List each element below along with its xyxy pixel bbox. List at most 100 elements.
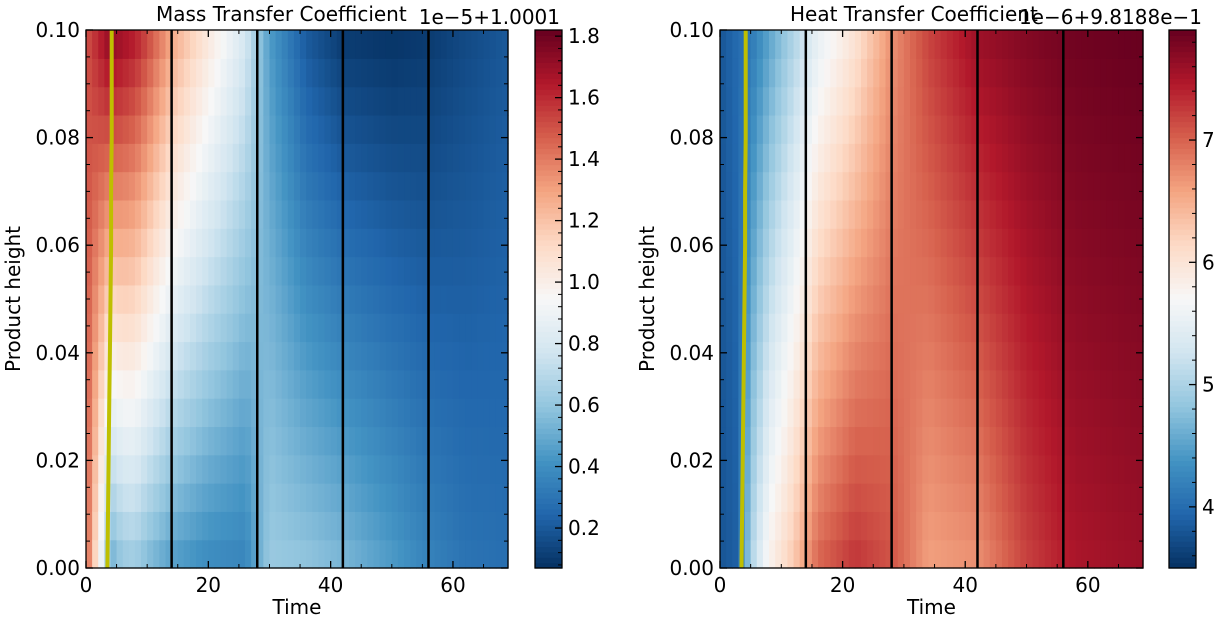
heatmap-cell: [928, 398, 936, 428]
heatmap-cell: [959, 143, 966, 173]
heatmap-cell: [367, 398, 375, 428]
heatmap-cell: [404, 426, 411, 456]
heatmap-cell: [141, 30, 148, 59]
heatmap-cell: [1051, 199, 1058, 229]
heatmap-cell: [1112, 398, 1120, 428]
heatmap-cell: [897, 58, 905, 88]
heatmap-cell: [220, 454, 228, 484]
heatmap-cell: [446, 199, 454, 229]
heatmap-cell: [824, 454, 831, 484]
heatmap-cell: [1063, 114, 1071, 144]
heatmap-cell: [1020, 313, 1028, 343]
heatmap-cell: [732, 30, 739, 59]
heatmap-cell: [355, 143, 362, 173]
heatmap-cell: [471, 256, 479, 286]
heatmap-cell: [781, 454, 789, 484]
heatmap-cell: [428, 426, 436, 456]
heatmap-cell: [793, 398, 801, 428]
heatmap-cell: [159, 284, 167, 314]
heatmap-cell: [336, 171, 344, 201]
heatmap-cell: [397, 199, 405, 229]
heatmap-cell: [940, 284, 948, 314]
heatmap-cell: [459, 369, 466, 399]
heatmap-cell: [104, 313, 112, 343]
heatmap-cell: [226, 341, 234, 371]
colorbar-segment: [1169, 562, 1196, 569]
heatmap-cell: [410, 284, 417, 314]
heatmap-cell: [171, 341, 179, 371]
heatmap-cell: [1075, 86, 1083, 116]
heatmap-cell: [385, 58, 393, 88]
heatmap-cell: [885, 143, 893, 173]
heatmap-cell: [762, 398, 770, 428]
heatmap-cell: [1075, 454, 1083, 484]
heatmap-cell: [1069, 114, 1077, 144]
colorbar-segment: [1169, 175, 1196, 182]
heatmap-cell: [824, 511, 831, 541]
heatmap-cell: [928, 483, 936, 512]
colorbar-segment: [1169, 476, 1196, 483]
heatmap-cell: [1130, 30, 1138, 59]
heatmap-cell: [885, 539, 893, 569]
heatmap-cell: [104, 228, 112, 258]
heatmap-cell: [971, 30, 979, 59]
heatmap-cell: [983, 511, 991, 541]
heatmap-cell: [373, 341, 381, 371]
heatmap-cell: [257, 341, 264, 371]
heatmap-cell: [459, 171, 466, 201]
heatmap-cell: [92, 284, 99, 314]
heatmap-cell: [501, 58, 509, 88]
heatmap-cell: [471, 58, 479, 88]
heatmap-cell: [1051, 30, 1058, 59]
heatmap-cell: [965, 228, 972, 258]
heatmap-cell: [214, 143, 222, 173]
heatmap-cell: [428, 341, 436, 371]
heatmap-cell: [848, 171, 856, 201]
heatmap-cell: [756, 199, 764, 229]
heatmap-cell: [726, 143, 733, 173]
heatmap-cell: [873, 483, 880, 512]
heatmap-cell: [1124, 171, 1132, 201]
heatmap-cell: [940, 30, 948, 59]
heatmap-cell: [1087, 539, 1095, 569]
heatmap-cell: [1014, 398, 1021, 428]
heatmap-cell: [293, 483, 301, 512]
heatmap-cell: [1038, 58, 1046, 88]
heatmap-cell: [959, 284, 966, 314]
heatmap-cell: [98, 171, 105, 201]
heatmap-cell: [928, 454, 936, 484]
heatmap-cell: [98, 454, 105, 484]
colorbar-segment: [535, 67, 562, 74]
heatmap-cell: [397, 313, 405, 343]
heatmap-cell: [324, 256, 332, 286]
colorbar-segment: [1169, 89, 1196, 96]
heatmap-cell: [1100, 58, 1107, 88]
heatmap-cell: [416, 539, 423, 569]
heatmap-cell: [110, 143, 118, 173]
colorbar-segment: [535, 239, 562, 246]
heatmap-cell: [452, 86, 460, 116]
heatmap-cell: [848, 483, 856, 512]
heatmap-cell: [471, 114, 479, 144]
heatmap-cell: [720, 398, 727, 428]
heatmap-cell: [928, 284, 936, 314]
heatmap-cell: [214, 228, 222, 258]
heatmap-cell: [293, 30, 301, 59]
heatmap-cell: [281, 341, 289, 371]
heatmap-cell: [489, 313, 497, 343]
heatmap-cell: [116, 256, 124, 286]
heatmap-cell: [1020, 483, 1028, 512]
heatmap-cell: [1014, 114, 1021, 144]
heatmap-cell: [171, 454, 179, 484]
heatmap-cell: [471, 539, 479, 569]
heatmap-cell: [348, 341, 356, 371]
heatmap-cell: [922, 284, 930, 314]
heatmap-cell: [1008, 284, 1015, 314]
heatmap-cell: [946, 341, 954, 371]
heatmap-cell: [306, 114, 313, 144]
heatmap-cell: [355, 228, 362, 258]
heatmap-cell: [404, 341, 411, 371]
colorbar-segment: [535, 471, 562, 478]
heatmap-cell: [257, 539, 264, 569]
heatmap-cell: [171, 511, 179, 541]
